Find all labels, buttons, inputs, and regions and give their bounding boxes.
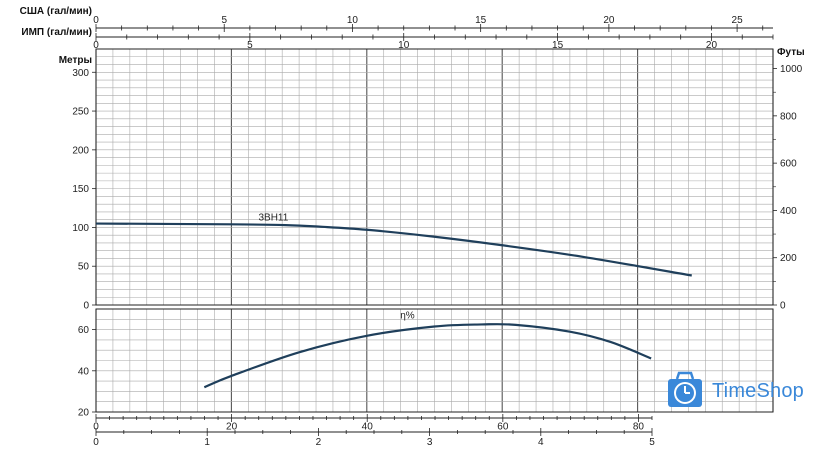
left-axis-tick-label: 150 [72,184,89,195]
eff-panel-frame [95,308,774,413]
left-axis-title: Метры [59,55,92,66]
clock-cart-icon [662,369,708,413]
left-axis-tick-label: 0 [83,301,89,312]
eff-axis-tick-label: 60 [78,325,90,336]
bottom-axis1-tick-label: 80 [633,422,645,433]
right-axis-tick-label: 600 [780,159,797,170]
left-axis-tick-label: 300 [72,68,89,79]
head-curve-3bh11 [95,222,692,277]
right-axis-tick-label: 400 [780,206,797,217]
curve-layer [95,222,692,389]
bottom-axis1-tick-label: 20 [226,422,238,433]
top-axis-tick-label: 25 [732,15,744,26]
top-axis-tick-label: 15 [475,15,487,26]
top-axis-tick-label: 0 [93,40,99,51]
head-curve-label: 3BH11 [258,212,288,223]
top-axis-tick-label: 20 [603,15,615,26]
logo-text: TimeShop [712,379,805,402]
left-axis-tick-label: 100 [72,223,89,234]
head-panel-frame [95,48,774,306]
bottom-axis1-tick-label: 0 [93,422,99,433]
efficiency-curve [203,323,652,389]
bottom-axis1-tick-label: 60 [497,422,509,433]
right-axis-tick-label: 800 [780,111,797,122]
axes-layer [92,24,777,436]
bottom-axis2-tick-label: 2 [316,437,322,448]
left-axis-tick-label: 250 [72,107,89,118]
top-axis-title: США (гал/мин) [20,6,92,17]
right-axis-title: Футы [777,47,805,58]
bottom-axis2-tick-label: 4 [538,437,544,448]
eff-axis-tick-label: 20 [78,408,90,419]
right-axis-tick-label: 1000 [780,64,803,75]
left-axis-tick-label: 50 [78,262,90,273]
bottom-axis2-tick-label: 3 [427,437,433,448]
right-axis-tick-label: 0 [780,301,786,312]
timeshop-logo: TimeShop [662,366,834,416]
bottom-axis2-tick-label: 0 [93,437,99,448]
bottom-axis2-tick-label: 1 [204,437,210,448]
right-axis-tick-label: 200 [780,253,797,264]
eff-axis-tick-label: 40 [78,366,90,377]
top-axis-tick-label: 5 [221,15,227,26]
top-axis-tick-label: 20 [706,40,718,51]
grid-layer [95,48,774,413]
efficiency-curve-label: η% [400,310,415,321]
top-axis-title: ИМП (гал/мин) [21,27,92,38]
top-axis-tick-label: 5 [247,40,253,51]
top-axis-tick-label: 15 [552,40,564,51]
left-axis-tick-label: 200 [72,145,89,156]
top-axis-tick-label: 10 [347,15,359,26]
top-axis-tick-label: 10 [398,40,410,51]
top-axis-tick-label: 0 [93,15,99,26]
bottom-axis1-tick-label: 40 [362,422,374,433]
bottom-axis2-tick-label: 5 [649,437,655,448]
